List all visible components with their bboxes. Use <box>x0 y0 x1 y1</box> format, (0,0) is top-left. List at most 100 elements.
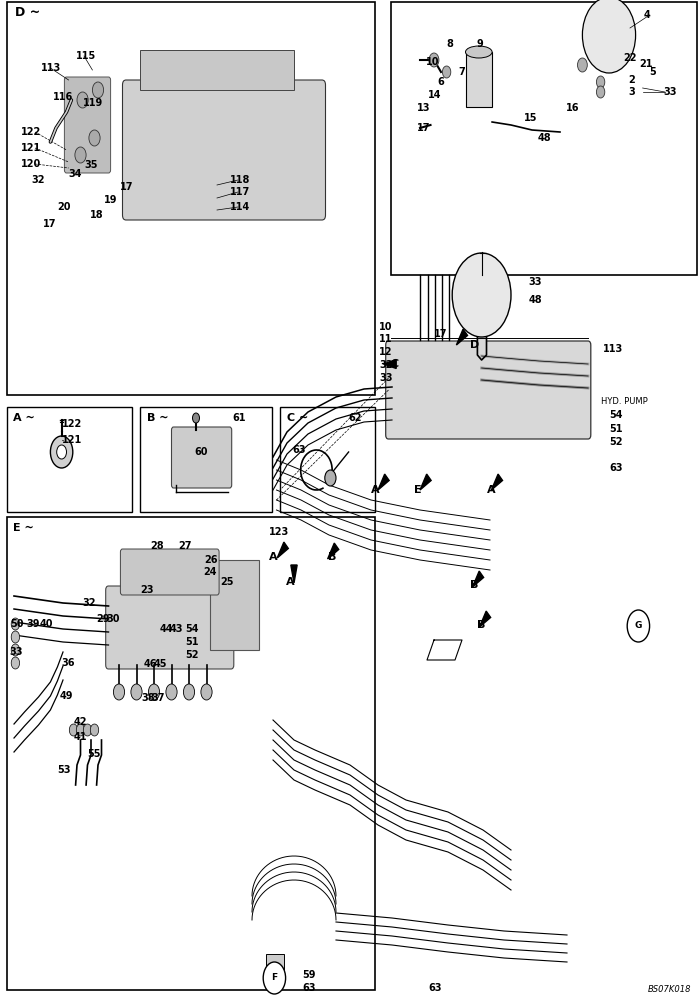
Text: 38: 38 <box>141 693 155 703</box>
Text: F: F <box>272 974 277 982</box>
Bar <box>7 2 374 395</box>
Text: 48: 48 <box>528 295 542 305</box>
Text: 61: 61 <box>232 413 246 423</box>
Polygon shape <box>328 543 339 559</box>
Text: 10: 10 <box>426 57 439 67</box>
Text: 51: 51 <box>609 424 622 434</box>
Ellipse shape <box>466 46 492 58</box>
FancyBboxPatch shape <box>106 586 234 669</box>
Text: 13: 13 <box>417 103 430 113</box>
Text: 3: 3 <box>629 87 636 97</box>
Text: 5: 5 <box>650 67 657 77</box>
Text: 46: 46 <box>144 659 157 669</box>
FancyBboxPatch shape <box>172 427 232 488</box>
Text: 44: 44 <box>160 624 173 634</box>
Text: 26: 26 <box>204 555 218 565</box>
Circle shape <box>11 631 20 643</box>
Text: 63: 63 <box>609 463 622 473</box>
Text: 17: 17 <box>120 182 134 192</box>
Text: 121: 121 <box>21 143 41 153</box>
Text: B: B <box>477 620 486 630</box>
Text: 39: 39 <box>27 619 40 629</box>
Circle shape <box>578 58 587 72</box>
Circle shape <box>83 724 92 736</box>
Circle shape <box>183 684 195 700</box>
Text: 33: 33 <box>10 647 23 657</box>
Circle shape <box>263 962 286 994</box>
Text: 10: 10 <box>379 322 393 332</box>
Circle shape <box>429 53 439 67</box>
Circle shape <box>11 618 20 630</box>
Text: A: A <box>269 552 277 562</box>
Text: 120: 120 <box>21 159 41 169</box>
Text: B: B <box>328 552 336 562</box>
Circle shape <box>11 644 20 656</box>
Bar <box>466 52 492 107</box>
Polygon shape <box>491 474 503 490</box>
Text: A: A <box>486 485 495 495</box>
Circle shape <box>77 92 88 108</box>
Circle shape <box>75 147 86 163</box>
Polygon shape <box>420 474 431 490</box>
Bar <box>210 560 259 650</box>
Circle shape <box>442 66 451 78</box>
Circle shape <box>89 130 100 146</box>
Text: 43: 43 <box>170 624 183 634</box>
Text: 30: 30 <box>106 614 120 624</box>
Polygon shape <box>477 337 486 355</box>
Text: 28: 28 <box>150 541 164 551</box>
Text: B: B <box>470 580 479 590</box>
Text: 53: 53 <box>57 765 71 775</box>
Text: 16: 16 <box>566 103 579 113</box>
Text: 60: 60 <box>195 447 208 457</box>
Text: 62: 62 <box>349 413 362 423</box>
Text: 48: 48 <box>538 133 551 143</box>
Circle shape <box>627 610 650 642</box>
Text: 37: 37 <box>151 693 164 703</box>
Circle shape <box>148 684 160 700</box>
Text: 33: 33 <box>664 87 677 97</box>
Text: E: E <box>414 485 422 495</box>
Text: 36: 36 <box>62 658 75 668</box>
Text: 40: 40 <box>40 619 53 629</box>
Circle shape <box>452 253 511 337</box>
Text: 32: 32 <box>379 360 393 370</box>
Text: G: G <box>635 621 642 631</box>
Text: 33: 33 <box>379 373 393 383</box>
Text: 41: 41 <box>74 732 87 742</box>
Text: A ~: A ~ <box>13 413 34 423</box>
Polygon shape <box>384 360 396 368</box>
Text: 14: 14 <box>428 90 442 100</box>
Circle shape <box>76 724 85 736</box>
Text: 17: 17 <box>43 219 57 229</box>
Text: 54: 54 <box>609 410 622 420</box>
Text: 116: 116 <box>52 92 73 102</box>
Circle shape <box>325 470 336 486</box>
Polygon shape <box>473 571 484 587</box>
Text: 63: 63 <box>302 983 316 993</box>
Text: C ~: C ~ <box>287 413 308 423</box>
Text: 59: 59 <box>302 970 316 980</box>
Polygon shape <box>378 474 389 490</box>
Circle shape <box>131 684 142 700</box>
Text: 122: 122 <box>21 127 41 137</box>
Text: 63: 63 <box>428 983 442 993</box>
Circle shape <box>92 82 104 98</box>
Text: 17: 17 <box>434 329 447 339</box>
Bar <box>391 2 696 275</box>
Text: 6: 6 <box>438 77 444 87</box>
Text: 32: 32 <box>83 598 96 608</box>
Text: 123: 123 <box>269 527 289 537</box>
Bar <box>266 954 284 972</box>
Text: 2: 2 <box>629 75 636 85</box>
Text: 35: 35 <box>84 160 97 170</box>
Text: 22: 22 <box>623 53 636 63</box>
Text: 19: 19 <box>104 195 117 205</box>
Text: A: A <box>286 577 294 587</box>
Text: A: A <box>371 485 379 495</box>
Text: 25: 25 <box>220 577 234 587</box>
Polygon shape <box>480 611 491 627</box>
Text: 52: 52 <box>185 650 198 660</box>
Text: 117: 117 <box>230 187 250 197</box>
Bar <box>7 407 132 512</box>
